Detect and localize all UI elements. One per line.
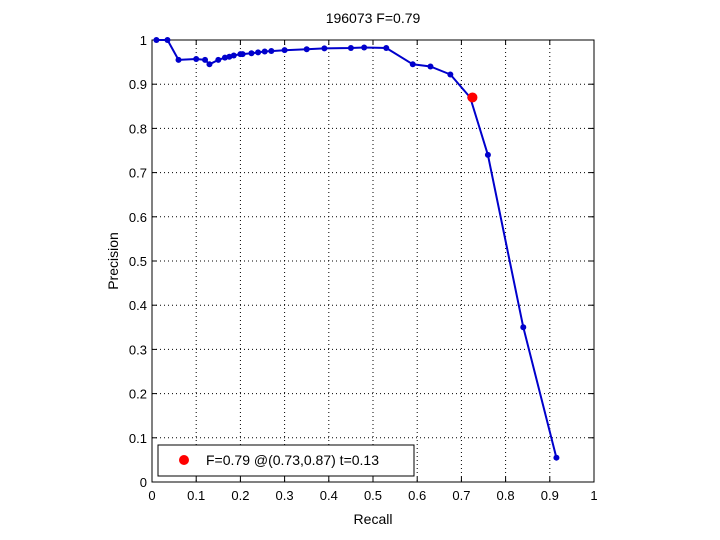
y-tick-label: 0.5 (129, 254, 147, 269)
data-point (520, 324, 527, 331)
data-point (206, 61, 213, 68)
data-point (230, 52, 237, 59)
y-axis-title: Precision (105, 232, 121, 290)
x-axis-title: Recall (354, 511, 393, 527)
legend-label: F=0.79 @(0.73,0.87) t=0.13 (206, 452, 379, 468)
x-tick-labels: 0 0.1 0.2 0.3 0.4 0.5 0.6 0.7 0.8 0.9 1 (148, 488, 597, 503)
grid-lines (152, 40, 594, 482)
data-point (361, 44, 368, 51)
data-point (484, 151, 491, 158)
y-tick-label: 0.8 (129, 121, 147, 136)
y-tick-label: 0.1 (129, 431, 147, 446)
data-point (239, 51, 246, 58)
x-tick-label: 0.5 (364, 488, 382, 503)
data-point (409, 61, 416, 68)
y-tick-label: 0.4 (129, 298, 147, 313)
x-tick-label: 1 (590, 488, 597, 503)
best-f-point (467, 92, 478, 103)
data-point (281, 47, 288, 54)
data-point (164, 37, 171, 43)
x-tick-label: 0.1 (187, 488, 205, 503)
data-point (383, 44, 390, 51)
legend-marker (179, 455, 189, 465)
x-tick-label: 0.8 (497, 488, 515, 503)
y-tick-label: 0.7 (129, 166, 147, 181)
data-point (202, 56, 209, 63)
x-tick-label: 0.4 (320, 488, 338, 503)
data-point (248, 50, 255, 57)
x-tick-label: 0.7 (452, 488, 470, 503)
data-point (261, 48, 268, 55)
y-tick-label: 0.6 (129, 210, 147, 225)
x-tick-label: 0.9 (541, 488, 559, 503)
data-point (303, 46, 310, 53)
y-tick-label: 0.9 (129, 77, 147, 92)
y-tick-label: 1 (140, 33, 147, 48)
legend-box (157, 444, 415, 477)
x-tick-label: 0.3 (276, 488, 294, 503)
data-point (193, 56, 200, 63)
data-point (553, 454, 560, 461)
x-tick-label: 0 (148, 488, 155, 503)
data-point (175, 56, 182, 63)
y-tick-label: 0.3 (129, 342, 147, 357)
data-point (268, 48, 275, 55)
plot-frame (151, 39, 595, 483)
data-point (347, 44, 354, 51)
x-tick-label: 0.2 (231, 488, 249, 503)
legend: F=0.79 @(0.73,0.87) t=0.13 (157, 444, 415, 477)
chart-title: 196073 F=0.79 (326, 10, 421, 26)
y-tick-label: 0.2 (129, 387, 147, 402)
x-tick-label: 0.6 (408, 488, 426, 503)
data-point (153, 37, 160, 43)
series-layer (153, 37, 560, 461)
data-point (447, 71, 454, 78)
y-tick-label: 0 (140, 475, 147, 490)
y-tick-labels: 0 0.1 0.2 0.3 0.4 0.5 0.6 0.7 0.8 0.9 1 (129, 33, 147, 490)
data-point (215, 56, 222, 63)
data-point (255, 49, 262, 56)
data-point (321, 45, 328, 52)
data-point (427, 63, 434, 70)
